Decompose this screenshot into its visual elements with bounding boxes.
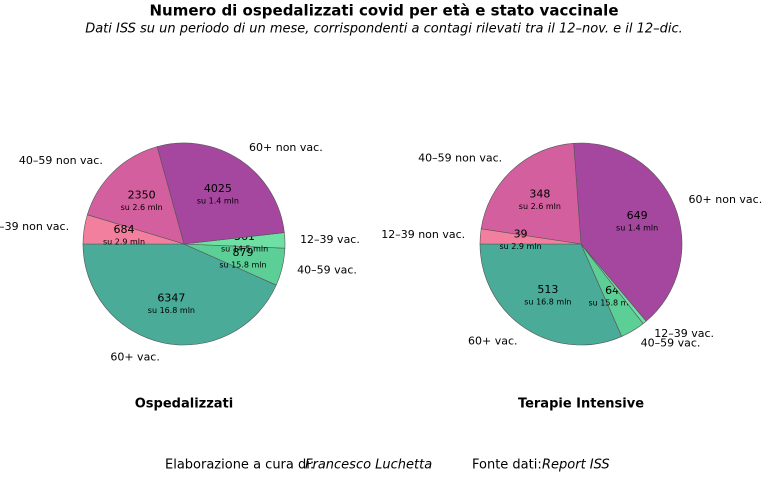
slice-label: 60+ vac. [468, 334, 518, 347]
value-label: 6347 [157, 291, 185, 304]
slice-label: 40–59 vac. [641, 337, 701, 350]
population-label: su 2.6 mln [519, 202, 561, 211]
value-label: 4025 [204, 182, 232, 195]
population-label: su 2.9 mln [500, 242, 542, 251]
slice-label: 40–59 vac. [297, 263, 357, 276]
pie-slice [86, 146, 185, 245]
population-label: su 2.6 mln [121, 203, 163, 212]
population-label: su 1.4 mln [197, 196, 239, 205]
slice-label: 60+ non vac. [249, 141, 323, 154]
pie-slice [156, 142, 285, 245]
pie-slice [82, 214, 185, 245]
source-label: Fonte dati: [472, 458, 542, 473]
value-label: 649 [627, 209, 648, 222]
population-label: su 2.9 mln [103, 238, 145, 247]
value-label: 2350 [128, 189, 156, 202]
slice-label: 12–39 non vac. [381, 228, 465, 241]
value-label: 39 [514, 227, 528, 240]
pie-slice [480, 142, 582, 245]
slice-label: 12–39 vac. [300, 233, 360, 246]
population-label: su 1.4 mln [616, 224, 658, 233]
pie-slice [573, 142, 683, 322]
value-label: 348 [529, 188, 550, 201]
population-label: su 16.8 mln [524, 297, 571, 306]
slice-label: 40–59 non vac. [418, 152, 502, 165]
population-label: su 15.8 mln [588, 299, 635, 308]
slice-label: 60+ non vac. [689, 193, 763, 206]
chart-title: Terapie Intensive [518, 397, 644, 412]
value-label: 879 [233, 246, 254, 259]
value-label: 684 [114, 223, 135, 236]
credit-name: Francesco Luchetta [305, 458, 432, 473]
slice-label: 40–59 non vac. [19, 154, 103, 167]
slice-label: 12–39 vac. [654, 327, 714, 340]
pie-slice [82, 243, 277, 346]
source-name: Report ISS [542, 458, 610, 473]
pie-slice [479, 243, 623, 346]
value-label: 513 [537, 283, 558, 296]
slice-label: 12–39 non vac. [0, 220, 69, 233]
chart-title: Ospedalizzati [135, 397, 233, 412]
subtitle: Dati ISS su un periodo di un mese, corri… [85, 22, 683, 37]
population-label: su 14.5 mln [221, 244, 268, 253]
title: Numero di ospedalizzati covid per età e … [149, 2, 618, 20]
pie-slice [479, 228, 582, 245]
slice-label: 60+ vac. [110, 351, 160, 364]
population-label: su 15.8 mln [219, 260, 266, 269]
population-label: su 16.8 mln [148, 306, 195, 315]
credit-label: Elaborazione a cura di: [165, 458, 314, 473]
